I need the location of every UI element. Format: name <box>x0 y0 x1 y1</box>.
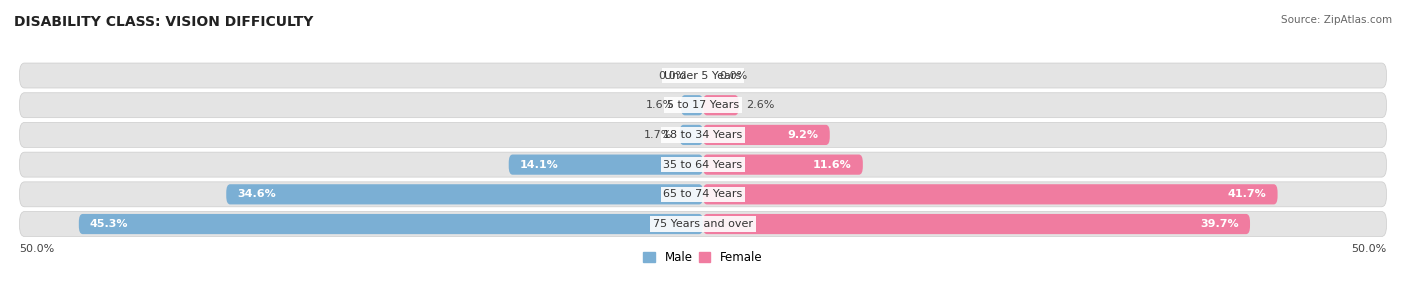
Text: 1.7%: 1.7% <box>644 130 672 140</box>
Text: Source: ZipAtlas.com: Source: ZipAtlas.com <box>1281 15 1392 25</box>
Text: 50.0%: 50.0% <box>1351 244 1386 254</box>
Text: 14.1%: 14.1% <box>520 160 558 170</box>
Text: 9.2%: 9.2% <box>787 130 818 140</box>
FancyBboxPatch shape <box>20 63 1386 88</box>
FancyBboxPatch shape <box>703 95 738 115</box>
Text: 75 Years and over: 75 Years and over <box>652 219 754 229</box>
Text: 5 to 17 Years: 5 to 17 Years <box>666 100 740 110</box>
FancyBboxPatch shape <box>20 123 1386 147</box>
Text: 11.6%: 11.6% <box>813 160 852 170</box>
FancyBboxPatch shape <box>679 125 703 145</box>
Text: 45.3%: 45.3% <box>90 219 128 229</box>
Legend: Male, Female: Male, Female <box>638 246 768 269</box>
Text: 18 to 34 Years: 18 to 34 Years <box>664 130 742 140</box>
Text: 41.7%: 41.7% <box>1227 189 1267 199</box>
FancyBboxPatch shape <box>703 154 863 175</box>
FancyBboxPatch shape <box>20 152 1386 177</box>
FancyBboxPatch shape <box>681 95 703 115</box>
Text: 39.7%: 39.7% <box>1201 219 1239 229</box>
FancyBboxPatch shape <box>79 214 703 234</box>
Text: 50.0%: 50.0% <box>20 244 55 254</box>
Text: 35 to 64 Years: 35 to 64 Years <box>664 160 742 170</box>
FancyBboxPatch shape <box>703 184 1278 204</box>
Text: Under 5 Years: Under 5 Years <box>665 71 741 81</box>
Text: 65 to 74 Years: 65 to 74 Years <box>664 189 742 199</box>
Text: 2.6%: 2.6% <box>745 100 775 110</box>
FancyBboxPatch shape <box>20 93 1386 118</box>
Text: 34.6%: 34.6% <box>238 189 276 199</box>
Text: 0.0%: 0.0% <box>658 71 686 81</box>
Text: 1.6%: 1.6% <box>645 100 673 110</box>
FancyBboxPatch shape <box>20 212 1386 237</box>
FancyBboxPatch shape <box>226 184 703 204</box>
FancyBboxPatch shape <box>703 125 830 145</box>
FancyBboxPatch shape <box>703 214 1250 234</box>
Text: DISABILITY CLASS: VISION DIFFICULTY: DISABILITY CLASS: VISION DIFFICULTY <box>14 15 314 29</box>
FancyBboxPatch shape <box>20 182 1386 207</box>
Text: 0.0%: 0.0% <box>720 71 748 81</box>
FancyBboxPatch shape <box>509 154 703 175</box>
